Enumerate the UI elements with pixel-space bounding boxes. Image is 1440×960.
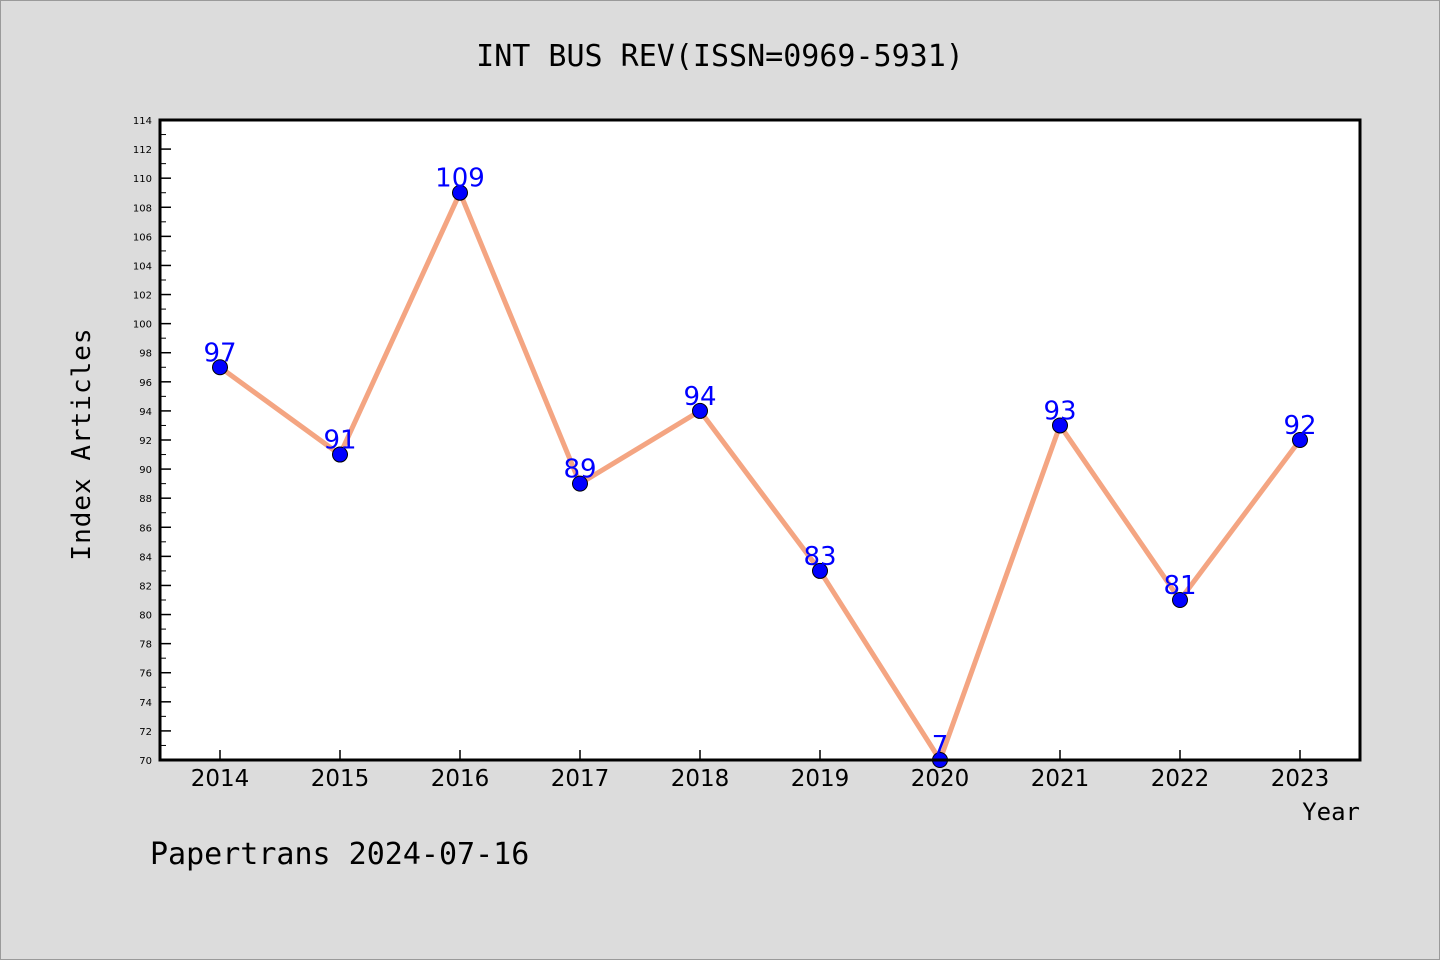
y-tick-label: 94 [139, 407, 152, 418]
y-tick-label: 110 [133, 174, 152, 185]
y-tick-label: 92 [139, 436, 152, 447]
data-point-label: 92 [1283, 411, 1316, 441]
data-point-label: 94 [683, 382, 716, 412]
y-tick-label: 114 [133, 116, 152, 127]
data-point-label: 109 [435, 164, 485, 194]
y-tick-label: 90 [139, 465, 152, 476]
data-point-marker [452, 184, 468, 201]
y-tick-label: 108 [133, 203, 152, 214]
y-tick-label: 84 [139, 552, 152, 563]
y-tick-label: 98 [139, 349, 152, 360]
y-tick-label: 82 [139, 581, 152, 592]
data-point-marker [1292, 432, 1308, 448]
y-tick-label: 100 [133, 320, 152, 331]
x-tick-label: 2017 [551, 766, 610, 792]
data-point-marker [572, 475, 588, 492]
data-point-marker [1172, 592, 1188, 608]
data-point-label: 83 [803, 542, 836, 572]
y-tick-label: 106 [133, 232, 152, 243]
data-point-label: 81 [1163, 571, 1196, 601]
x-tick-label: 2015 [311, 766, 370, 792]
x-axis-ticks: 2014 2015 2016 2017 2018 2019 2020 2021 2022 2023 [191, 750, 1330, 792]
data-point-label: 7 [932, 731, 949, 761]
y-tick-label: 80 [139, 611, 152, 622]
data-point-marker [812, 562, 828, 579]
data-point-label: 93 [1043, 396, 1076, 426]
data-point-marker [692, 402, 708, 419]
data-point-marker [212, 359, 228, 376]
x-tick-label: 2016 [431, 766, 490, 792]
footer-text: Papertrans 2024-07-16 [150, 837, 529, 872]
y-tick-label: 72 [139, 727, 152, 738]
chart-title: INT BUS REV(ISSN=0969-5931) [476, 39, 964, 74]
y-tick-label: 78 [139, 640, 152, 651]
x-tick-label: 2021 [1031, 766, 1090, 792]
x-tick-label: 2022 [1151, 766, 1210, 792]
y-tick-label: 104 [133, 261, 152, 272]
data-point-label: 89 [563, 455, 596, 485]
data-labels: 97 91 109 89 94 83 7 93 81 92 [203, 164, 1316, 761]
x-tick-label: 2018 [671, 766, 730, 792]
y-tick-label: 102 [133, 291, 152, 302]
y-tick-label: 88 [139, 494, 152, 505]
y-tick-label: 70 [139, 756, 152, 767]
plot-area [160, 120, 1360, 760]
y-tick-label: 86 [139, 523, 152, 534]
y-tick-label: 76 [139, 669, 152, 680]
data-markers [212, 184, 1308, 768]
y-tick-label: 112 [133, 145, 152, 156]
series-line [218, 190, 1302, 763]
x-tick-label: 2023 [1271, 766, 1330, 792]
data-point-label: 91 [323, 426, 356, 456]
y-tick-label: 96 [139, 378, 152, 389]
data-point-label: 97 [203, 338, 236, 368]
x-tick-label: 2020 [911, 766, 970, 792]
y-axis-label: Index Articles [67, 327, 97, 560]
data-point-marker [332, 446, 348, 463]
plot-border [158, 118, 1362, 762]
x-tick-label: 2019 [791, 766, 850, 792]
data-point-marker [1052, 417, 1068, 434]
x-tick-label: 2014 [191, 766, 250, 792]
x-axis-label: Year [1302, 798, 1360, 826]
y-tick-label: 74 [139, 698, 152, 709]
